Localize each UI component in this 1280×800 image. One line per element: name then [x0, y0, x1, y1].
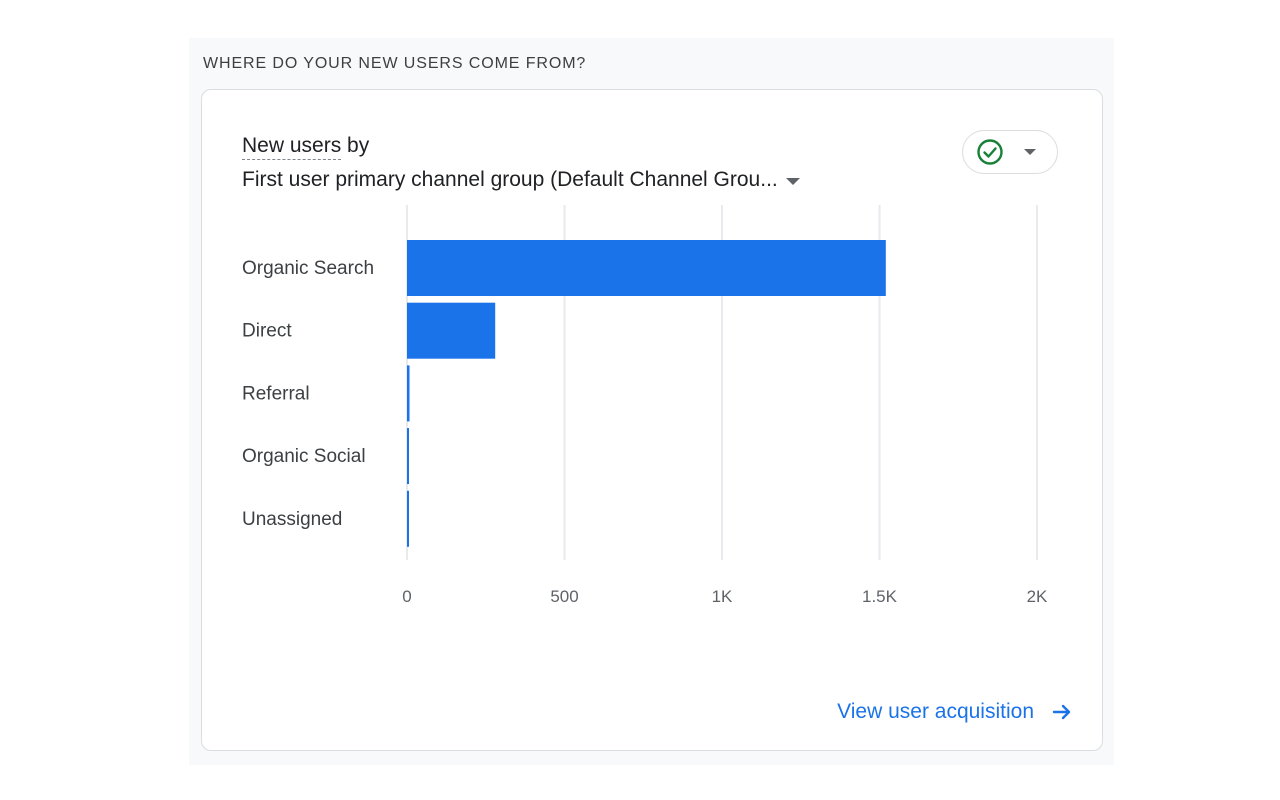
view-user-acquisition-label: View user acquisition — [837, 700, 1034, 723]
dimension-label: First user primary channel group (Defaul… — [242, 168, 778, 191]
new-users-card: New users by First user primary channel … — [201, 89, 1103, 751]
arrow-right-icon — [1052, 704, 1071, 720]
bar-organic-social[interactable] — [407, 428, 409, 485]
x-tick-label: 500 — [550, 587, 578, 606]
category-label: Organic Search — [242, 258, 374, 279]
category-label: Unassigned — [242, 509, 342, 530]
bar-referral[interactable] — [407, 365, 410, 422]
x-tick-label: 1.5K — [862, 587, 898, 606]
metric-label[interactable]: New users — [242, 134, 342, 160]
bar-chart: Organic Search Direct Referral Organic Soci… — [242, 205, 1048, 606]
dropdown-caret-icon — [785, 177, 800, 185]
category-label: Referral — [242, 383, 310, 404]
chevron-down-icon — [1024, 149, 1036, 155]
bar-direct[interactable] — [407, 302, 496, 359]
x-tick-label: 0 — [402, 587, 411, 606]
acquisition-section: WHERE DO YOUR NEW USERS COME FROM? New u… — [189, 38, 1114, 765]
view-user-acquisition-link[interactable]: View user acquisition — [837, 700, 1074, 724]
card-title: New users by — [242, 134, 370, 160]
bar-unassigned[interactable] — [407, 490, 409, 547]
x-tick-label: 2K — [1027, 587, 1048, 606]
bar-organic-search[interactable] — [407, 240, 886, 296]
by-label: by — [341, 134, 370, 157]
category-label: Organic Social — [242, 446, 366, 467]
section-title: WHERE DO YOUR NEW USERS COME FROM? — [203, 55, 587, 72]
dimension-dropdown[interactable]: First user primary channel group (Defaul… — [242, 168, 800, 192]
x-tick-label: 1K — [712, 587, 733, 606]
category-label: Direct — [242, 321, 292, 342]
check-circle-icon — [977, 139, 1003, 165]
comparison-status-button[interactable] — [962, 130, 1058, 174]
